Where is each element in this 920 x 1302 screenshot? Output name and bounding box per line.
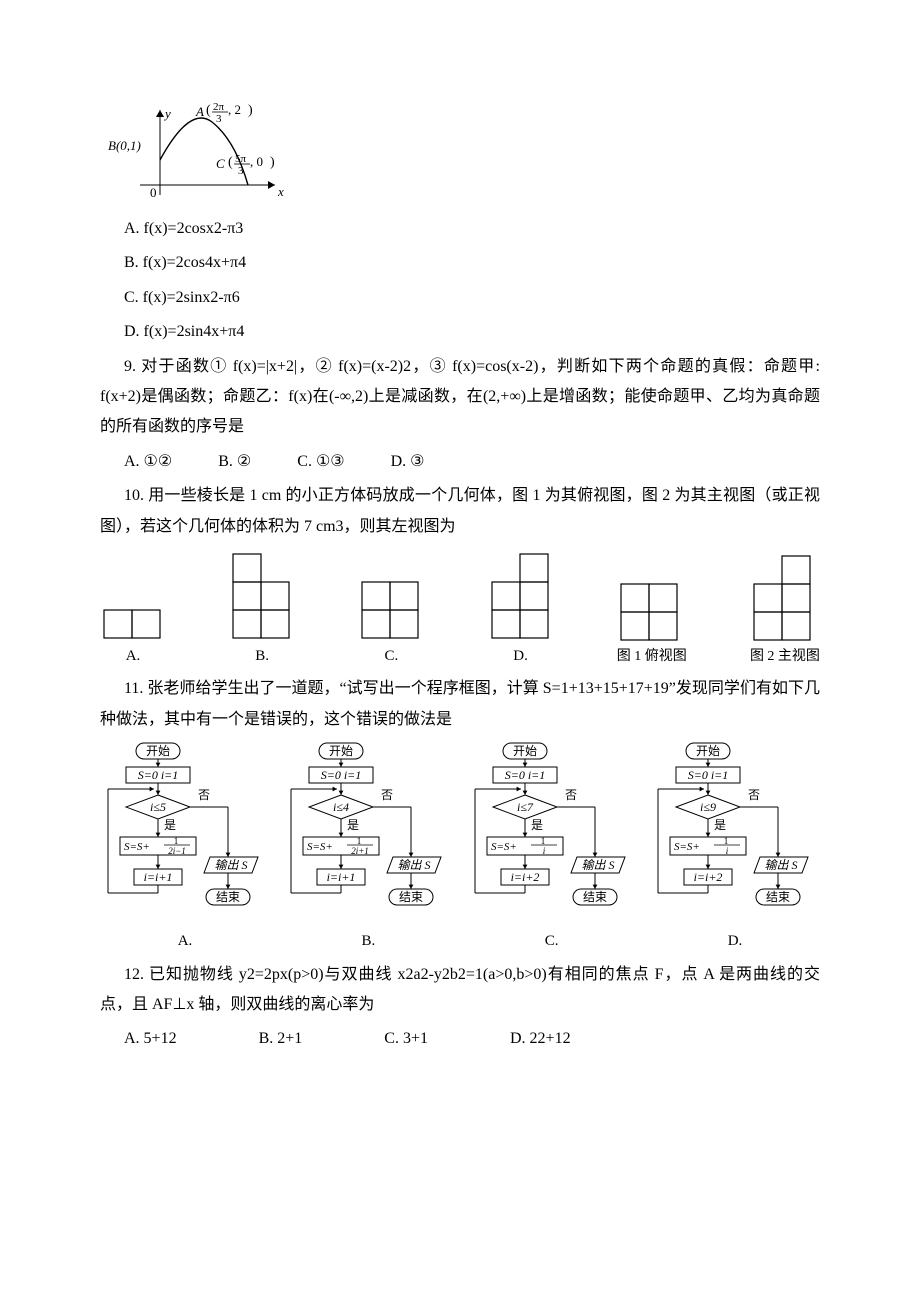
- svg-text:结束: 结束: [766, 890, 790, 904]
- q10-stem: 10. 用一些棱长是 1 cm 的小正方体码放成一个几何体，图 1 为其俯视图，…: [100, 481, 820, 542]
- q12-stem: 12. 已知抛物线 y2=2px(p>0)与双曲线 x2a2-y2b2=1(a>…: [100, 960, 820, 1021]
- q10-fig-c: [358, 572, 424, 642]
- q11-flowcharts-row: 开始S=0 i=1i≤5否输出 S结束是S=S+12i−1i=i+1 A. 开始…: [100, 741, 820, 956]
- svg-text:i=i+1: i=i+1: [144, 870, 173, 884]
- q11-flow-c: 开始S=0 i=1i≤7否输出 S结束是S=S+1ii=i+2: [467, 741, 637, 927]
- svg-text:i≤9: i≤9: [700, 800, 716, 814]
- svg-text:i≤4: i≤4: [333, 800, 349, 814]
- q10-figures-row: A. B. C. D. 图 1 俯视图 图 2 主视图: [100, 546, 820, 671]
- q12-options: A. 5+12 B. 2+1 C. 3+1 D. 22+12: [124, 1024, 820, 1054]
- svg-text:(: (: [206, 103, 211, 118]
- svg-text:): ): [270, 155, 275, 170]
- q9-stem: 9. 对于函数① f(x)=|x+2|，② f(x)=(x-2)2，③ f(x)…: [100, 352, 820, 443]
- svg-text:(: (: [228, 155, 233, 170]
- svg-text:i=i+2: i=i+2: [510, 870, 539, 884]
- svg-text:S=S+: S=S+: [491, 841, 517, 853]
- svg-text:2i+1: 2i+1: [352, 846, 370, 856]
- q9-options: A. ①② B. ② C. ①③ D. ③: [124, 447, 820, 477]
- q10-label-fig1: 图 1 俯视图: [617, 644, 687, 671]
- svg-text:输出 S: 输出 S: [764, 858, 797, 872]
- svg-text:S=S+: S=S+: [674, 841, 700, 853]
- q10-label-c: C.: [358, 642, 424, 671]
- svg-text:输出 S: 输出 S: [398, 858, 431, 872]
- q9-option-d: D. ③: [391, 447, 425, 477]
- svg-text:S=0 i=1: S=0 i=1: [688, 768, 729, 782]
- svg-text:结束: 结束: [399, 890, 423, 904]
- q11-flow-a: 开始 S=0 i=1 i≤5 否输出 S 结束 是 S=S+ 12i−1 i=i+1: [100, 741, 270, 927]
- svg-text:开始: 开始: [696, 744, 720, 758]
- svg-text:结束: 结束: [216, 890, 240, 904]
- svg-text:): ): [248, 103, 253, 118]
- point-b-label: B(0,1): [108, 138, 141, 153]
- q9-option-c: C. ①③: [297, 447, 344, 477]
- svg-text:输出 S: 输出 S: [214, 858, 247, 872]
- q10-label-fig2: 图 2 主视图: [750, 644, 820, 671]
- svg-text:i=i+2: i=i+2: [694, 870, 723, 884]
- svg-text:2i−1: 2i−1: [168, 846, 186, 856]
- svg-text:, 0: , 0: [250, 154, 263, 169]
- q11-label-d: D.: [650, 927, 820, 956]
- q8-option-b: B. f(x)=2cos4x+π4: [100, 248, 820, 278]
- svg-text:否: 否: [748, 788, 760, 802]
- svg-text:结束: 结束: [583, 890, 607, 904]
- svg-text:是: 是: [164, 818, 176, 832]
- q12-option-d: D. 22+12: [510, 1024, 571, 1054]
- svg-text:i=i+1: i=i+1: [327, 870, 356, 884]
- axis-y-label: y: [163, 106, 171, 121]
- q11-flow-b: 开始 S=0 i=1 i≤4 否输出 S 结束 是 S=S+ 12i+1 i=i+1: [283, 741, 453, 927]
- svg-text:1: 1: [724, 836, 729, 846]
- q12-option-c: C. 3+1: [384, 1024, 428, 1054]
- svg-text:2π: 2π: [213, 101, 225, 113]
- svg-text:否: 否: [381, 788, 393, 802]
- svg-text:S=0 i=1: S=0 i=1: [321, 768, 362, 782]
- svg-text:3: 3: [238, 165, 244, 177]
- q11-label-a: A.: [100, 927, 270, 956]
- svg-text:1: 1: [357, 836, 362, 846]
- q10-label-b: B.: [229, 642, 295, 671]
- q11-stem: 11. 张老师给学生出了一道题，“试写出一个程序框图，计算 S=1+13+15+…: [100, 674, 820, 735]
- svg-text:1: 1: [540, 836, 545, 846]
- origin-label: 0: [150, 185, 157, 200]
- svg-text:S=S+: S=S+: [124, 841, 150, 853]
- svg-text:输出 S: 输出 S: [581, 858, 614, 872]
- svg-text:开始: 开始: [329, 744, 353, 758]
- svg-text:S=S+: S=S+: [307, 841, 333, 853]
- svg-text:3: 3: [216, 113, 222, 125]
- svg-text:是: 是: [714, 818, 726, 832]
- svg-text:是: 是: [347, 818, 359, 832]
- q11-flow-d: 开始S=0 i=1i≤9否输出 S结束是S=S+1ii=i+2: [650, 741, 820, 927]
- svg-text:是: 是: [531, 818, 543, 832]
- q10-label-d: D.: [488, 642, 554, 671]
- svg-text:i≤7: i≤7: [517, 800, 534, 814]
- svg-text:开始: 开始: [146, 744, 170, 758]
- q12-option-b: B. 2+1: [259, 1024, 303, 1054]
- svg-text:否: 否: [565, 788, 577, 802]
- svg-text:5π: 5π: [235, 153, 247, 165]
- q10-fig-a: [100, 572, 166, 642]
- q9-option-b: B. ②: [218, 447, 251, 477]
- q10-fig-b: [229, 546, 295, 642]
- point-a-letter: A: [195, 104, 204, 119]
- q11-label-c: C.: [467, 927, 637, 956]
- svg-text:S=0 i=1: S=0 i=1: [504, 768, 545, 782]
- q10-fig-1: [617, 574, 683, 644]
- axis-x-label: x: [277, 184, 284, 199]
- q11-label-b: B.: [283, 927, 453, 956]
- point-c-letter: C: [216, 156, 225, 171]
- q8-option-a: A. f(x)=2cosx2-π3: [100, 214, 820, 244]
- q12-option-a: A. 5+12: [124, 1024, 177, 1054]
- q9-option-a: A. ①②: [124, 447, 172, 477]
- svg-text:开始: 开始: [513, 744, 537, 758]
- q8-option-c: C. f(x)=2sinx2-π6: [100, 283, 820, 313]
- svg-text:否: 否: [198, 788, 210, 802]
- svg-text:, 2: , 2: [228, 102, 241, 117]
- q8-option-d: D. f(x)=2sin4x+π4: [100, 317, 820, 347]
- q8-graph: y x 0 B(0,1) A ( 2π 3 , 2 ) C ( 5π 3 , 0…: [100, 100, 820, 210]
- svg-text:1: 1: [174, 836, 179, 846]
- q10-label-a: A.: [100, 642, 166, 671]
- q10-fig-d: [488, 546, 554, 642]
- svg-text:S=0 i=1: S=0 i=1: [138, 768, 179, 782]
- q10-fig-2: [750, 548, 816, 644]
- svg-text:i≤5: i≤5: [150, 800, 166, 814]
